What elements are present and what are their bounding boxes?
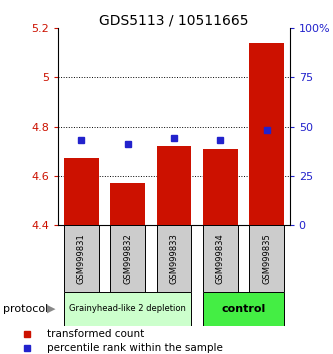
FancyBboxPatch shape — [203, 292, 284, 326]
Text: GSM999834: GSM999834 — [216, 233, 225, 284]
FancyBboxPatch shape — [64, 225, 99, 292]
Text: protocol: protocol — [3, 304, 49, 314]
Text: GSM999833: GSM999833 — [169, 233, 178, 284]
Text: percentile rank within the sample: percentile rank within the sample — [47, 343, 222, 353]
Bar — [64, 159, 99, 225]
Text: ▶: ▶ — [47, 304, 56, 314]
Bar — [249, 43, 284, 225]
Bar — [203, 149, 238, 225]
FancyBboxPatch shape — [110, 225, 145, 292]
FancyBboxPatch shape — [249, 225, 284, 292]
Text: GSM999832: GSM999832 — [123, 233, 132, 284]
FancyBboxPatch shape — [203, 225, 238, 292]
FancyBboxPatch shape — [157, 225, 191, 292]
Text: GSM999835: GSM999835 — [262, 233, 271, 284]
FancyBboxPatch shape — [64, 292, 191, 326]
Text: transformed count: transformed count — [47, 329, 144, 339]
Bar — [110, 183, 145, 225]
Text: control: control — [221, 304, 265, 314]
Title: GDS5113 / 10511665: GDS5113 / 10511665 — [99, 13, 249, 27]
Text: GSM999831: GSM999831 — [77, 233, 86, 284]
Text: Grainyhead-like 2 depletion: Grainyhead-like 2 depletion — [69, 304, 186, 313]
Bar — [157, 146, 191, 225]
